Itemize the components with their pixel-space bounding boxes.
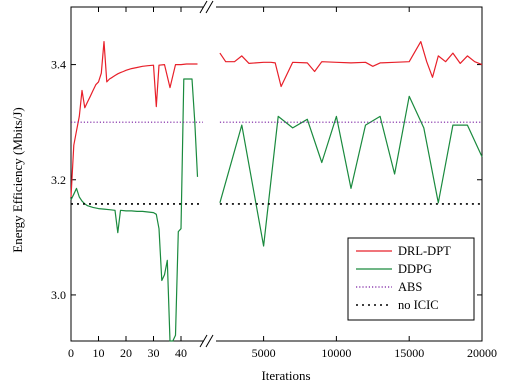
y-tick-label: 3.0 [51,288,66,302]
series-line [219,40,483,88]
axis-break-top [199,0,216,14]
x-tick-label: 20 [120,346,132,360]
legend-item: DRL-DPT [356,244,451,258]
axis-break-slash [199,0,208,14]
x-tick-label: 30 [148,346,160,360]
legend-label: no ICIC [398,298,439,312]
series-ddpg [70,78,483,342]
x-tick-label: 0 [68,346,74,360]
y-tick-label: 3.2 [51,173,66,187]
axis-break-slash [199,334,208,348]
x-tick-label: 5000 [252,346,276,360]
legend-box [347,237,475,321]
x-tick-label: 15000 [394,346,424,360]
legend-label: ABS [398,280,422,294]
y-axis-label: Energy Efficiency (Mbits/J) [10,107,25,252]
series-line [70,78,199,342]
axis-break-slash [205,334,214,348]
legend-label: DRL-DPT [398,244,451,258]
y-tick-label: 3.4 [51,58,66,72]
x-tick-label: 40 [175,346,187,360]
axes-layer: 3.0 3.2 3.4 0 10 20 30 40 5000 10000 15000 20000 [51,0,497,360]
x-axis-label: Iterations [261,368,310,383]
legend-label: DDPG [398,262,432,276]
legend-layer: DRL-DPT DDPG ABS no ICIC [347,237,475,321]
series-line [219,95,483,247]
legend-item: no ICIC [356,298,439,312]
series-drl-dpt [70,40,483,198]
axis-break-bottom [199,334,216,348]
x-tick-label: 20000 [467,346,497,360]
axis-break-slash [205,0,214,14]
x-tick-label: 10000 [321,346,351,360]
legend-item: DDPG [356,262,432,276]
legend-item: ABS [356,280,422,294]
x-tick-label: 10 [93,346,105,360]
series-layer [70,40,483,342]
series-line [70,40,198,198]
plot-frame [70,6,483,342]
